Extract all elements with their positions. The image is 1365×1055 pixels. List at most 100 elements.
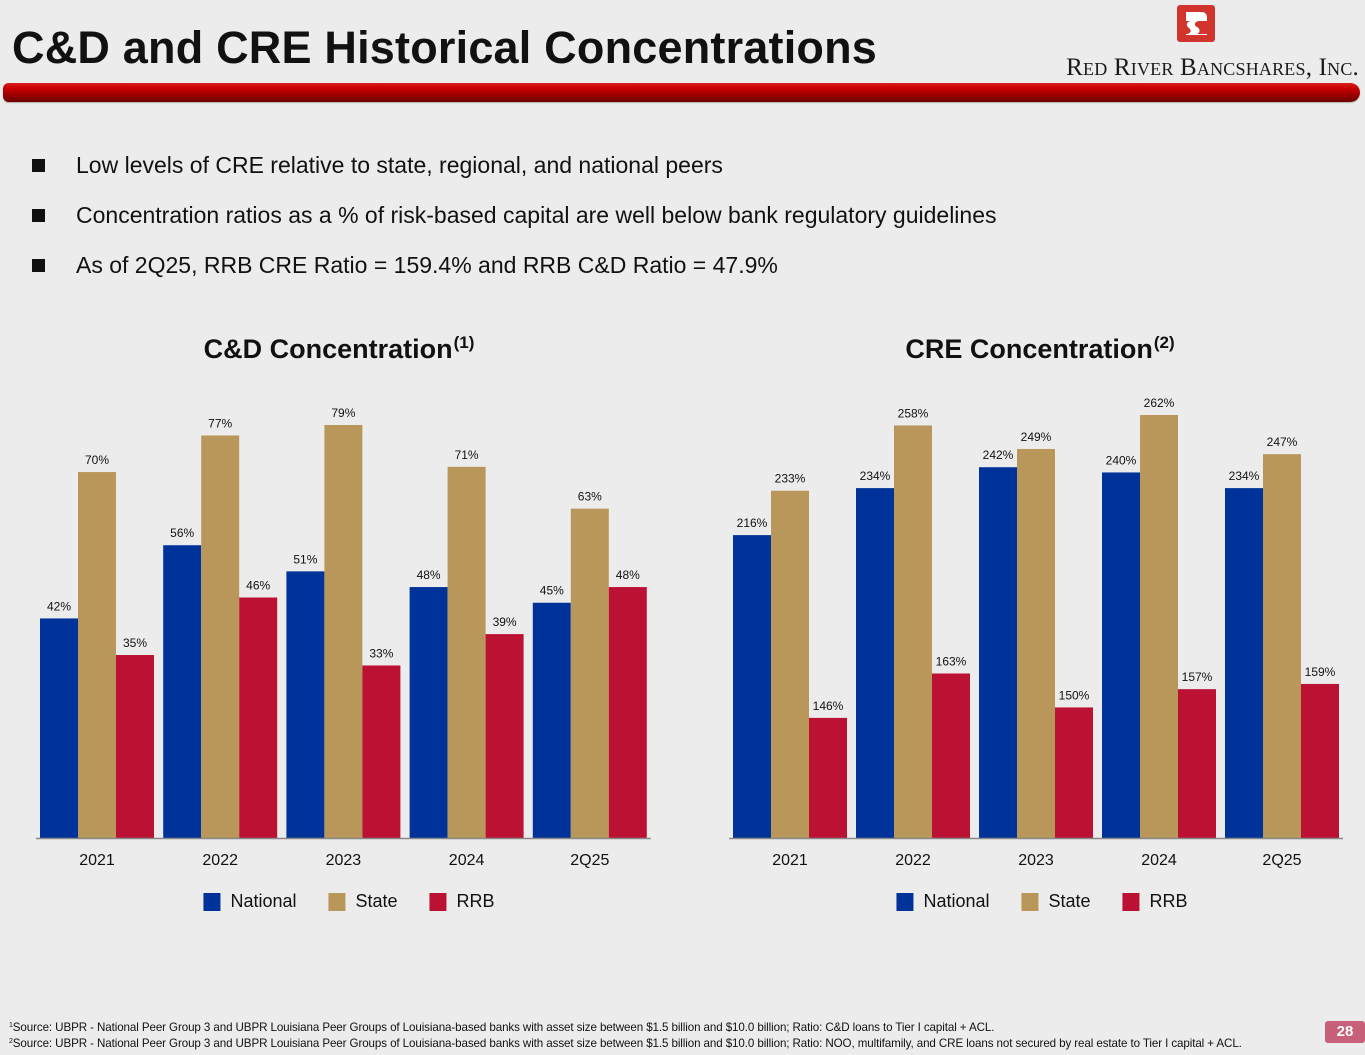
bullet-text: As of 2Q25, RRB CRE Ratio = 159.4% and R…: [76, 251, 778, 278]
footnote-text: Source: UBPR - National Peer Group 3 and…: [12, 1021, 995, 1034]
legend-item-state: State: [1021, 891, 1091, 912]
cre-bar-state-2021: [771, 490, 809, 838]
cd-bar-rrb-2022: [239, 597, 278, 838]
cd-data-label: 48%: [417, 568, 441, 582]
cd-data-label: 48%: [616, 568, 640, 582]
cd-chart-title: C&D Concentration(1): [204, 333, 475, 365]
cre-data-label: 247%: [1267, 435, 1298, 449]
cre-bar-rrb-2024: [1178, 689, 1216, 838]
cre-chart-footnote-ref: (2): [1153, 333, 1175, 352]
cre-x-tick-label: 2Q25: [1262, 852, 1301, 869]
cd-data-label: 79%: [331, 406, 355, 420]
cd-bar-state-2023: [324, 425, 363, 838]
cd-bar-national-2024: [409, 587, 448, 838]
slide-title: C&D and CRE Historical Concentrations: [12, 22, 878, 73]
square-bullet-icon: [32, 258, 45, 272]
cd-data-label: 45%: [540, 584, 564, 598]
footnote-text: Source: UBPR - National Peer Group 3 and…: [12, 1037, 1242, 1050]
cd-bar-state-2024: [447, 466, 486, 838]
cre-data-label: 240%: [1106, 453, 1137, 467]
legend-item-rrb: RRB: [1122, 891, 1188, 912]
red-river-logo-icon: [1177, 5, 1215, 42]
cd-data-label: 51%: [293, 552, 317, 566]
cre-data-label: 234%: [1229, 469, 1260, 483]
cre-chart-legend: National State RRB: [896, 891, 1188, 912]
legend-label: National: [923, 891, 990, 911]
legend-swatch-rrb: [1122, 892, 1140, 911]
legend-item-state: State: [328, 891, 398, 912]
bullet-text: Concentration ratios as a % of risk-base…: [76, 201, 997, 228]
bullet-item: As of 2Q25, RRB CRE Ratio = 159.4% and R…: [30, 240, 997, 290]
cre-data-label: 258%: [898, 406, 929, 420]
cd-data-label: 77%: [208, 416, 232, 430]
cre-x-tick-label: 2024: [1141, 852, 1177, 869]
cd-data-label: 71%: [455, 448, 479, 462]
cd-x-tick-label: 2022: [202, 852, 238, 869]
cre-data-label: 216%: [737, 516, 768, 530]
page-number-badge: 28: [1325, 1021, 1365, 1043]
cre-data-label: 159%: [1305, 665, 1336, 679]
cre-bar-national-2024: [1102, 472, 1140, 838]
cre-data-label: 234%: [860, 469, 891, 483]
cd-data-label: 70%: [85, 453, 109, 467]
square-bullet-icon: [32, 158, 45, 172]
cre-bar-rrb-2023: [1055, 707, 1093, 838]
legend-label: RRB: [456, 891, 495, 911]
legend-label: State: [355, 891, 398, 911]
bullet-list: Low levels of CRE relative to state, reg…: [30, 140, 997, 290]
cd-x-tick-label: 2023: [326, 852, 362, 869]
footnote-marker: 1: [9, 1022, 13, 1029]
bullet-item: Low levels of CRE relative to state, reg…: [30, 140, 997, 190]
legend-item-rrb: RRB: [429, 891, 495, 912]
cd-bar-national-2023: [286, 571, 325, 838]
cre-bar-rrb-2q25: [1301, 683, 1339, 838]
cd-data-label: 46%: [246, 579, 270, 593]
company-name: Red River Bancshares, Inc.: [1066, 54, 1359, 81]
square-bullet-icon: [32, 208, 45, 222]
cd-x-tick-label: 2021: [79, 852, 115, 869]
footnotes: 1Source: UBPR - National Peer Group 3 an…: [9, 1019, 1242, 1051]
cre-bar-rrb-2022: [932, 673, 970, 838]
cd-x-tick-label: 2024: [449, 852, 485, 869]
cre-data-label: 242%: [983, 448, 1014, 462]
legend-label: RRB: [1149, 891, 1188, 911]
cd-bar-state-2q25: [570, 508, 609, 838]
cre-x-tick-label: 2023: [1018, 852, 1054, 869]
cd-bar-national-2022: [163, 545, 202, 838]
footnote-1: 1Source: UBPR - National Peer Group 3 an…: [9, 1019, 1242, 1035]
legend-label: National: [230, 891, 297, 911]
cre-data-label: 233%: [775, 472, 806, 486]
cd-bar-rrb-2023: [362, 665, 401, 838]
legend-swatch-national: [203, 892, 221, 911]
legend-swatch-state: [1021, 892, 1039, 911]
bullet-item: Concentration ratios as a % of risk-base…: [30, 190, 997, 240]
legend-item-national: National: [203, 891, 297, 912]
cd-bar-state-2021: [78, 472, 116, 838]
cd-data-label: 42%: [47, 599, 71, 613]
cre-bar-state-2022: [894, 425, 932, 838]
legend-swatch-state: [328, 892, 346, 911]
cre-chart-title-text: CRE Concentration: [905, 334, 1153, 364]
legend-label: State: [1048, 891, 1091, 911]
cd-data-label: 35%: [123, 636, 147, 650]
cre-data-label: 249%: [1021, 430, 1052, 444]
cd-chart-footnote-ref: (1): [453, 333, 475, 352]
cd-x-tick-label: 2Q25: [570, 852, 609, 869]
cd-chart-legend: National State RRB: [203, 891, 495, 912]
cd-data-label: 33%: [369, 646, 393, 660]
cre-x-tick-label: 2021: [772, 852, 808, 869]
cre-data-label: 163%: [936, 655, 967, 669]
cre-bar-national-2q25: [1225, 488, 1263, 838]
cre-bar-state-2q25: [1263, 454, 1301, 838]
legend-item-national: National: [896, 891, 990, 912]
footnote-marker: 2: [9, 1038, 13, 1045]
cre-bar-state-2023: [1017, 448, 1055, 838]
cd-data-label: 39%: [493, 615, 517, 629]
cre-bar-national-2021: [733, 535, 771, 838]
cre-bar-national-2023: [979, 467, 1017, 838]
cre-bar-state-2024: [1140, 415, 1178, 838]
cd-bar-national-2q25: [532, 602, 571, 838]
bullet-text: Low levels of CRE relative to state, reg…: [76, 151, 723, 178]
cre-bar-rrb-2021: [809, 717, 847, 838]
